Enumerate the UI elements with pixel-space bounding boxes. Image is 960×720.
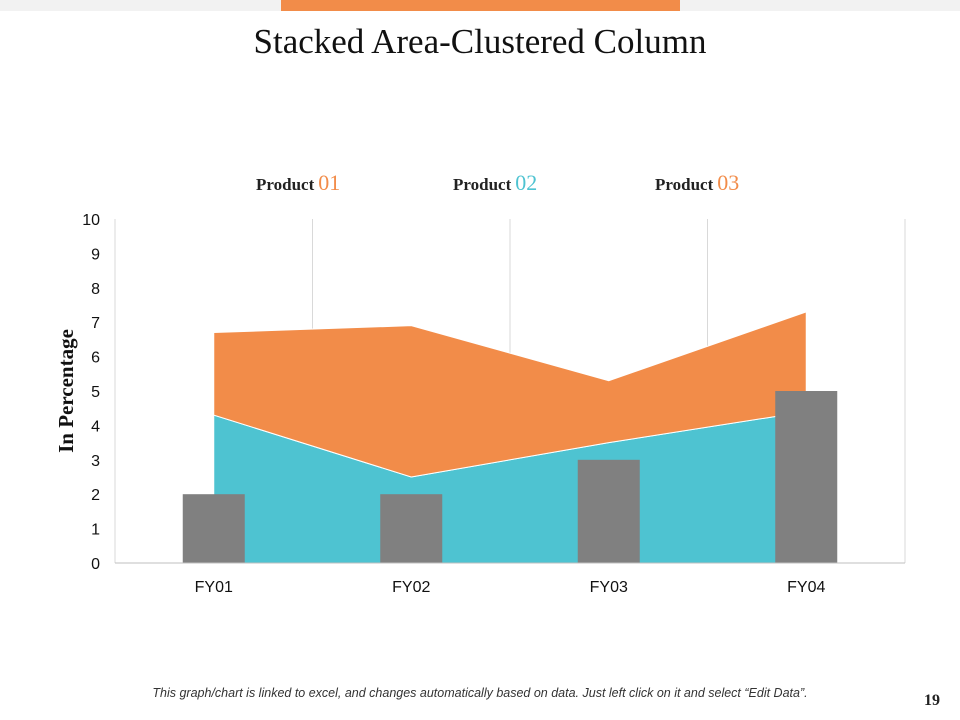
top-bar-right xyxy=(680,0,960,11)
top-bar-left xyxy=(0,0,281,11)
legend-number: 02 xyxy=(515,170,538,195)
legend-number: 03 xyxy=(717,170,740,195)
footnote: This graph/chart is linked to excel, and… xyxy=(152,686,808,700)
y-tick-label: 5 xyxy=(91,384,100,401)
column-bar xyxy=(380,494,443,563)
y-tick-label: 2 xyxy=(91,487,100,504)
column-bar xyxy=(577,459,640,563)
legend-label: Product xyxy=(453,175,512,194)
legend-number: 01 xyxy=(318,170,341,195)
y-tick-label: 8 xyxy=(91,281,100,298)
y-tick-label: 6 xyxy=(91,350,100,367)
x-tick-label: FY02 xyxy=(392,579,430,596)
y-tick-label: 1 xyxy=(91,522,100,539)
chart-title: Stacked Area-Clustered Column xyxy=(253,22,707,61)
legend-label: Product xyxy=(655,175,714,194)
y-tick-label: 7 xyxy=(91,315,100,332)
column-bar xyxy=(182,494,245,563)
top-accent-bar xyxy=(281,0,680,11)
legend-item-product-03: Product 03 xyxy=(655,170,739,196)
y-tick-label: 3 xyxy=(91,453,100,470)
y-tick-label: 10 xyxy=(82,212,100,229)
y-tick-label: 4 xyxy=(91,418,100,435)
page-number: 19 xyxy=(924,692,940,709)
y-tick-label: 9 xyxy=(91,246,100,263)
x-tick-label: FY03 xyxy=(590,579,628,596)
x-tick-label: FY01 xyxy=(195,579,233,596)
x-tick-label: FY04 xyxy=(787,579,825,596)
legend-item-product-02: Product 02 xyxy=(453,170,537,196)
y-axis-title: In Percentage xyxy=(54,329,78,453)
legend-item-product-01: Product 01 xyxy=(256,170,340,196)
legend-label: Product xyxy=(256,175,315,194)
column-bar xyxy=(775,391,838,563)
y-tick-label: 0 xyxy=(91,556,100,573)
